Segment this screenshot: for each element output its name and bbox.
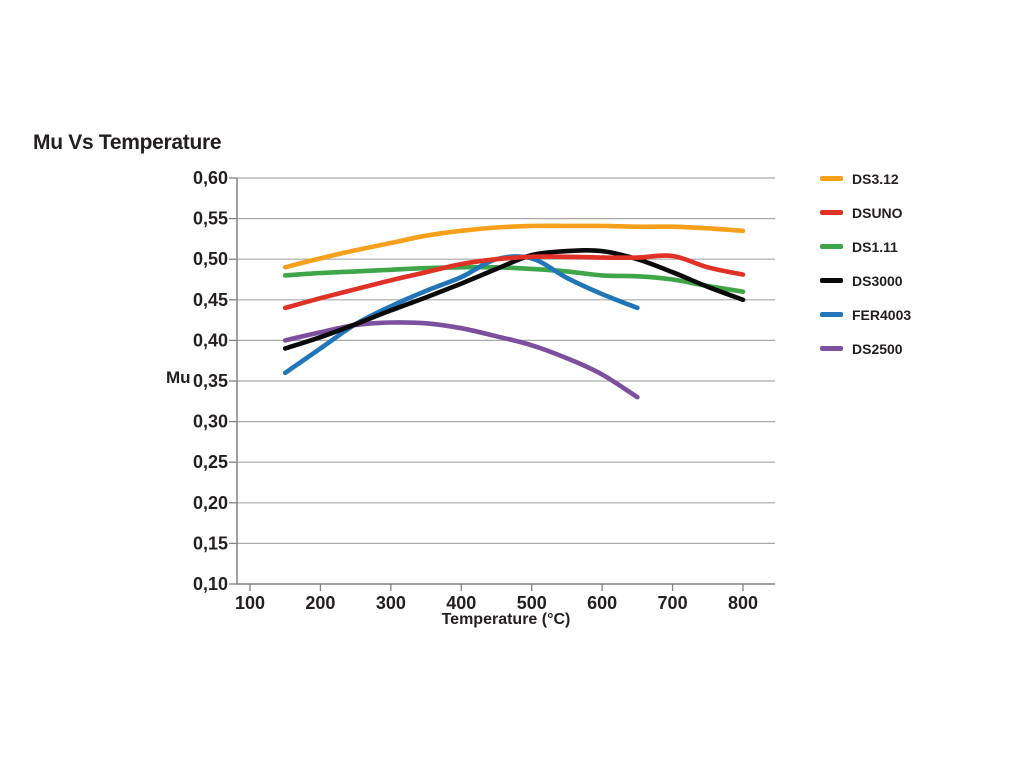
- legend-item: DSUNO: [820, 204, 911, 221]
- y-tick-label: 0,55: [193, 209, 228, 229]
- y-tick-label: 0,45: [193, 290, 228, 310]
- legend-item: DS3000: [820, 272, 911, 289]
- legend-swatch-icon: [820, 312, 843, 317]
- x-tick-label: 600: [587, 593, 617, 613]
- page-title: Mu Vs Temperature: [33, 131, 222, 154]
- y-tick-label: 0,15: [193, 533, 228, 553]
- y-tick-label: 0,50: [193, 249, 228, 269]
- x-tick-label: 100: [235, 593, 265, 613]
- legend-item: DS3.12: [820, 170, 911, 187]
- legend-swatch-icon: [820, 244, 843, 249]
- y-tick-label: 0,40: [193, 330, 228, 350]
- series-line-ds3000: [282, 248, 746, 351]
- legend-label: FER4003: [852, 306, 912, 323]
- legend-item: DS2500: [820, 340, 911, 357]
- legend: DS3.12 DSUNO DS1.11 DS3000 FER4003 DS2500: [820, 171, 911, 375]
- y-tick-label: 0,10: [193, 574, 228, 594]
- legend-label: DS1.11: [852, 238, 898, 255]
- y-tick-label: 0,35: [193, 371, 228, 391]
- series-line-fer4003: [282, 254, 640, 376]
- y-tick-label: 0,25: [193, 452, 228, 472]
- y-tick-label: 0,60: [193, 168, 228, 188]
- x-tick-label: 700: [658, 593, 688, 613]
- series-line-ds3-12: [282, 223, 746, 270]
- legend-label: DS2500: [852, 340, 903, 357]
- x-tick-label: 800: [728, 593, 758, 613]
- legend-label: DS3.12: [852, 170, 899, 187]
- x-tick-label: 400: [446, 593, 476, 613]
- x-tick-label: 200: [305, 593, 335, 613]
- legend-label: DSUNO: [852, 204, 903, 221]
- y-tick-label: 0,20: [193, 493, 228, 513]
- y-axis-title: Mu: [166, 368, 191, 387]
- legend-item: DS1.11: [820, 238, 911, 255]
- y-tick-label: 0,30: [193, 412, 228, 432]
- legend-swatch-icon: [820, 176, 843, 181]
- x-tick-label: 300: [376, 593, 406, 613]
- x-axis-title: Temperature (°C): [441, 611, 571, 628]
- legend-swatch-icon: [820, 278, 843, 283]
- series-line-ds1-11: [282, 264, 746, 294]
- x-tick-label: 500: [517, 593, 547, 613]
- legend-swatch-icon: [820, 346, 843, 351]
- legend-label: DS3000: [852, 272, 903, 289]
- legend-swatch-icon: [820, 210, 843, 215]
- series-line-dsuno: [282, 253, 746, 311]
- legend-item: FER4003: [820, 306, 912, 323]
